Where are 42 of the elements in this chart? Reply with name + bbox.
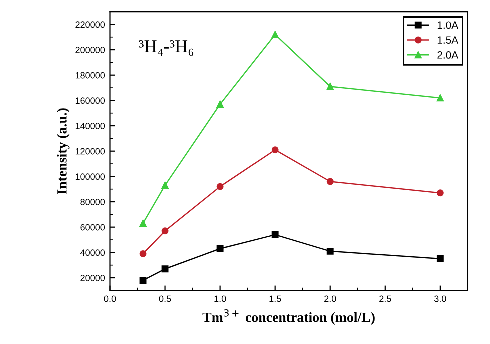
y-tick-label: 20000 (80, 274, 106, 282)
point (272, 31, 279, 38)
point (326, 178, 334, 186)
point (162, 228, 169, 235)
x-tick-label: 1.5 (270, 296, 282, 302)
x-tick-label: 1.0 (214, 296, 226, 302)
point (326, 83, 334, 90)
y-tick-label: 80000 (80, 198, 106, 206)
annotation: ³H₄-³H₆ (139, 40, 194, 56)
point (272, 231, 279, 238)
point (140, 277, 147, 284)
x-axis-title: Tm$^{3+}$ concentration (mol/L) (202, 310, 375, 326)
point (436, 94, 444, 102)
y-axis-title: Intensity (a.u.) (57, 108, 70, 194)
y-tick-label: 180000 (76, 72, 106, 79)
legend-label: 2.0A (438, 52, 459, 59)
point (140, 220, 147, 228)
point (216, 101, 224, 108)
y-tick-label: 220000 (76, 22, 106, 28)
legend-label: 1.0A (438, 22, 459, 30)
point (162, 266, 169, 273)
x-tick-label: 0.0 (104, 296, 116, 302)
point (272, 146, 279, 154)
y-tick-label: 160000 (76, 98, 106, 104)
point (140, 250, 147, 258)
y-tick-label: 140000 (76, 122, 106, 130)
y-tick-label: 100000 (76, 174, 106, 180)
point (436, 190, 444, 197)
legend-label: 1.5A (438, 36, 459, 44)
point (216, 183, 224, 190)
y-tick-label: 60000 (80, 224, 106, 231)
x-tick-label: 0.5 (159, 296, 172, 302)
point (162, 182, 169, 190)
y-tick-label: 200000 (76, 47, 106, 54)
y-tick-label: 120000 (76, 148, 106, 155)
x-tick-label: 2.0 (324, 296, 336, 302)
point (326, 248, 334, 255)
point (436, 256, 444, 262)
point (216, 245, 224, 252)
x-tick-label: 2.5 (380, 296, 392, 302)
x-tick-label: 3.0 (434, 296, 446, 302)
y-tick-label: 40000 (80, 250, 106, 256)
